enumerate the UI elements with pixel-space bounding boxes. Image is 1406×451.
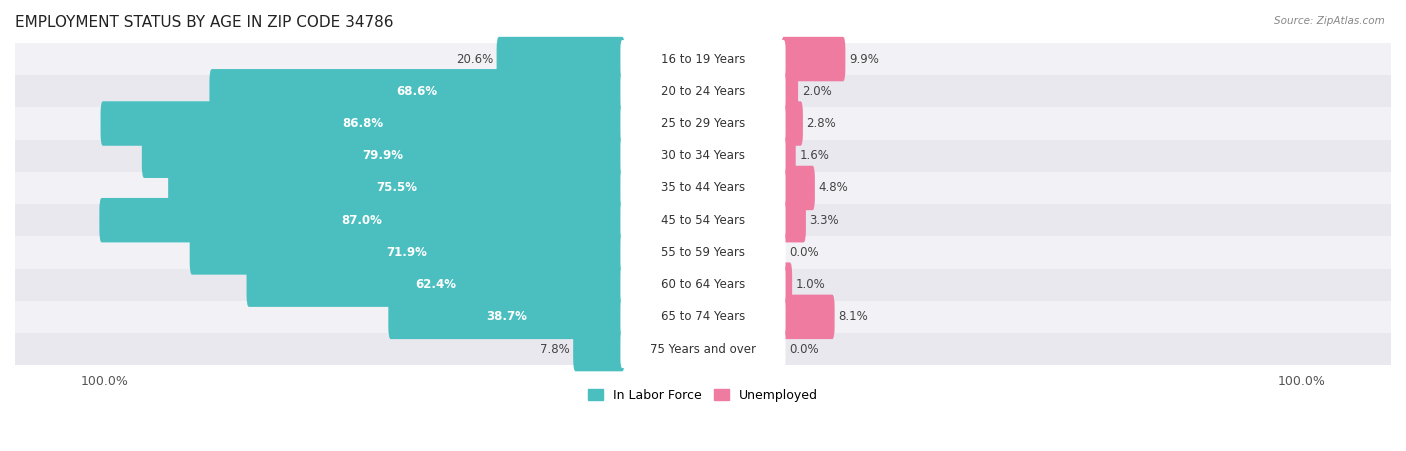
FancyBboxPatch shape: [782, 295, 835, 339]
Bar: [15, 333, 1391, 365]
FancyBboxPatch shape: [782, 101, 803, 146]
Text: 2.0%: 2.0%: [801, 85, 831, 98]
Text: 35 to 44 Years: 35 to 44 Years: [661, 181, 745, 194]
Bar: [15, 204, 1391, 236]
Bar: [15, 140, 1391, 172]
Text: 7.8%: 7.8%: [540, 343, 569, 355]
FancyBboxPatch shape: [620, 169, 786, 207]
FancyBboxPatch shape: [782, 262, 792, 307]
Text: 55 to 59 Years: 55 to 59 Years: [661, 246, 745, 259]
Text: EMPLOYMENT STATUS BY AGE IN ZIP CODE 34786: EMPLOYMENT STATUS BY AGE IN ZIP CODE 347…: [15, 15, 394, 30]
Bar: [15, 107, 1391, 140]
FancyBboxPatch shape: [496, 37, 624, 81]
Text: 65 to 74 Years: 65 to 74 Years: [661, 310, 745, 323]
Text: 9.9%: 9.9%: [849, 53, 879, 65]
FancyBboxPatch shape: [142, 133, 624, 178]
Text: 0.0%: 0.0%: [790, 343, 820, 355]
FancyBboxPatch shape: [190, 230, 624, 275]
Text: 79.9%: 79.9%: [363, 149, 404, 162]
Text: 38.7%: 38.7%: [486, 310, 527, 323]
FancyBboxPatch shape: [620, 72, 786, 110]
FancyBboxPatch shape: [574, 327, 624, 371]
Text: Source: ZipAtlas.com: Source: ZipAtlas.com: [1274, 16, 1385, 26]
Text: 30 to 34 Years: 30 to 34 Years: [661, 149, 745, 162]
Text: 0.0%: 0.0%: [790, 246, 820, 259]
Bar: [15, 268, 1391, 301]
FancyBboxPatch shape: [620, 105, 786, 143]
Text: 60 to 64 Years: 60 to 64 Years: [661, 278, 745, 291]
Text: 62.4%: 62.4%: [415, 278, 456, 291]
Text: 45 to 54 Years: 45 to 54 Years: [661, 214, 745, 227]
Text: 20.6%: 20.6%: [456, 53, 494, 65]
FancyBboxPatch shape: [782, 133, 796, 178]
Text: 68.6%: 68.6%: [396, 85, 437, 98]
Text: 87.0%: 87.0%: [342, 214, 382, 227]
FancyBboxPatch shape: [620, 201, 786, 239]
Text: 2.8%: 2.8%: [807, 117, 837, 130]
FancyBboxPatch shape: [246, 262, 624, 307]
Text: 86.8%: 86.8%: [342, 117, 384, 130]
Text: 8.1%: 8.1%: [838, 310, 868, 323]
FancyBboxPatch shape: [620, 298, 786, 336]
Legend: In Labor Force, Unemployed: In Labor Force, Unemployed: [583, 384, 823, 407]
FancyBboxPatch shape: [209, 69, 624, 114]
Bar: [15, 236, 1391, 268]
FancyBboxPatch shape: [620, 330, 786, 368]
Text: 75 Years and over: 75 Years and over: [650, 343, 756, 355]
Text: 1.6%: 1.6%: [800, 149, 830, 162]
FancyBboxPatch shape: [782, 69, 799, 114]
Text: 75.5%: 75.5%: [375, 181, 418, 194]
FancyBboxPatch shape: [782, 37, 845, 81]
FancyBboxPatch shape: [169, 166, 624, 210]
Text: 25 to 29 Years: 25 to 29 Years: [661, 117, 745, 130]
FancyBboxPatch shape: [782, 166, 815, 210]
Text: 20 to 24 Years: 20 to 24 Years: [661, 85, 745, 98]
Text: 1.0%: 1.0%: [796, 278, 825, 291]
FancyBboxPatch shape: [620, 234, 786, 272]
Bar: [15, 301, 1391, 333]
Text: 3.3%: 3.3%: [810, 214, 839, 227]
Text: 71.9%: 71.9%: [387, 246, 427, 259]
Text: 4.8%: 4.8%: [818, 181, 848, 194]
FancyBboxPatch shape: [620, 266, 786, 304]
FancyBboxPatch shape: [620, 137, 786, 175]
FancyBboxPatch shape: [620, 40, 786, 78]
FancyBboxPatch shape: [388, 295, 624, 339]
FancyBboxPatch shape: [101, 101, 624, 146]
Text: 16 to 19 Years: 16 to 19 Years: [661, 53, 745, 65]
Bar: [15, 43, 1391, 75]
Bar: [15, 172, 1391, 204]
Bar: [15, 75, 1391, 107]
FancyBboxPatch shape: [782, 198, 806, 243]
FancyBboxPatch shape: [100, 198, 624, 243]
